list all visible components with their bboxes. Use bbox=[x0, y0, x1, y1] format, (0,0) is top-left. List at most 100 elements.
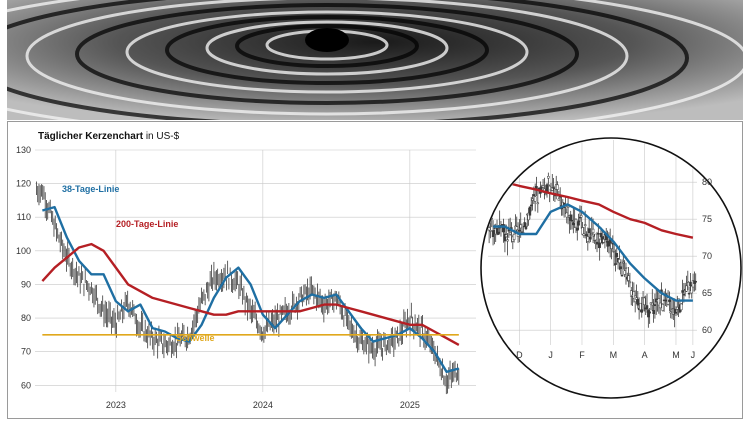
zoom-x-tick-label: J bbox=[691, 350, 696, 360]
zoom-x-tick-label: A bbox=[642, 350, 648, 360]
x-tick-label: 2023 bbox=[106, 400, 126, 410]
candle-group bbox=[36, 181, 460, 395]
y-tick-label: 100 bbox=[16, 246, 31, 256]
zoom-candle-body bbox=[504, 234, 508, 238]
zoom-candle-body bbox=[556, 184, 559, 190]
y-tick-label: 60 bbox=[21, 380, 31, 390]
zoom-candle-body bbox=[574, 218, 578, 228]
zoom-candle-body bbox=[686, 281, 690, 283]
zoom-candle-body bbox=[576, 227, 579, 231]
ma200-label: 200-Tage-Linie bbox=[116, 219, 178, 229]
zoom-candle-body bbox=[651, 302, 654, 306]
zoom-candle-body bbox=[532, 194, 536, 197]
zoom-candle-body bbox=[565, 212, 569, 218]
zoom-candle-body bbox=[612, 251, 616, 253]
zoom-candle-body bbox=[541, 185, 545, 188]
ma38-label: 38-Tage-Linie bbox=[62, 184, 119, 194]
zoom-plot bbox=[487, 140, 697, 345]
series-line-ma38 bbox=[42, 205, 460, 374]
zoom-y-tick-label: 70 bbox=[702, 251, 712, 261]
zoom-candle-body bbox=[508, 232, 512, 235]
zoom-candle-body bbox=[647, 310, 650, 318]
zoom-candle-body bbox=[523, 222, 526, 228]
zoom-candle-body bbox=[627, 275, 630, 281]
zoom-candle-body bbox=[668, 299, 671, 302]
zoom-x-tick-label: J bbox=[548, 350, 553, 360]
zoom-candle-body bbox=[618, 259, 621, 264]
chart-title: Täglicher Kerzenchart in US-$ bbox=[38, 131, 179, 142]
zoom-candle-body bbox=[652, 310, 655, 314]
x-tick-label: 2024 bbox=[253, 400, 273, 410]
y-tick-label: 120 bbox=[16, 179, 31, 189]
zoom-candle-body bbox=[662, 299, 666, 302]
zoom-candle-body bbox=[676, 306, 679, 310]
zoom-candle-body bbox=[552, 187, 555, 189]
zoom-y-tick-label: 75 bbox=[702, 214, 712, 224]
zoom-candle-body bbox=[577, 220, 580, 226]
zoom-candle-body bbox=[669, 311, 672, 314]
zoom-candle-body bbox=[615, 253, 619, 258]
zoom-candle-body bbox=[557, 198, 561, 201]
zoom-candle-body bbox=[661, 303, 665, 311]
zoom-candle-body bbox=[585, 234, 588, 236]
zoom-candle-body bbox=[491, 230, 495, 237]
zoom-candle-body bbox=[619, 266, 622, 270]
zoom-candle-body bbox=[497, 231, 500, 235]
zoom-candle-body bbox=[645, 305, 649, 310]
zoom-candle-body bbox=[583, 224, 587, 226]
zoom-candle-body bbox=[544, 193, 547, 196]
chart-title-unit: in US-$ bbox=[143, 131, 180, 142]
zoom-candle-body bbox=[487, 227, 491, 231]
zoom-candle-body bbox=[581, 227, 584, 235]
zoom-candle-body bbox=[579, 215, 583, 218]
zoom-candle-body bbox=[545, 184, 549, 192]
zoom-x-tick-label: F bbox=[579, 350, 585, 360]
zoom-candle-body bbox=[674, 312, 678, 314]
zoom-candle-body bbox=[531, 198, 534, 201]
zoom-candle-body bbox=[566, 205, 570, 208]
zoom-x-tick-label: M bbox=[610, 350, 618, 360]
zoom-candle-body bbox=[595, 241, 599, 245]
zoom-candle-body bbox=[628, 281, 632, 284]
zoom-candle-body bbox=[694, 281, 697, 283]
zoom-candle-body bbox=[636, 298, 640, 306]
zoom-candle-body bbox=[681, 290, 684, 293]
zoom-candle-body bbox=[591, 228, 595, 233]
zoom-y-tick-label: 65 bbox=[702, 288, 712, 298]
zoom-candle-body bbox=[510, 227, 513, 229]
chart-title-bold: Täglicher Kerzenchart bbox=[38, 131, 144, 142]
zoom-candle-body bbox=[506, 239, 509, 242]
zoom-candle-body bbox=[569, 214, 572, 221]
zoom-candle-body bbox=[653, 304, 657, 306]
zoom-candle-body bbox=[639, 302, 642, 311]
zoom-candle-body bbox=[597, 233, 600, 235]
y-tick-label: 110 bbox=[17, 212, 31, 222]
zoom-candle-body bbox=[519, 224, 522, 229]
y-tick-label: 90 bbox=[21, 279, 31, 289]
zoom-candle-body bbox=[518, 229, 521, 232]
zoom-x-tick-label: D bbox=[516, 350, 523, 360]
zoom-candle-body bbox=[687, 292, 691, 295]
zoom-candle-body bbox=[547, 176, 550, 179]
zoom-candle-body bbox=[594, 233, 597, 241]
zoom-series-line-ma200 bbox=[492, 177, 694, 239]
zoom-candle-body bbox=[528, 206, 532, 216]
zoom-candle-body bbox=[614, 263, 617, 265]
zoom-candle-body bbox=[533, 196, 537, 202]
zoom-candle-body bbox=[536, 202, 540, 205]
y-tick-label: 80 bbox=[21, 313, 31, 323]
zoom-candle-body bbox=[689, 281, 692, 287]
zoom-candle-body bbox=[590, 233, 594, 235]
zoom-candle-body bbox=[529, 204, 533, 207]
zoom-candle-body bbox=[489, 230, 492, 232]
zoom-y-tick-label: 60 bbox=[702, 325, 712, 335]
threshold-label: Schwelle bbox=[176, 333, 215, 343]
zoom-candle-body bbox=[587, 228, 591, 234]
zoom-candle-body bbox=[589, 236, 592, 240]
zoom-candle-body bbox=[624, 267, 628, 269]
zoom-candle-body bbox=[586, 236, 590, 242]
zoom-candle-body bbox=[570, 220, 574, 222]
zoom-candle-body bbox=[524, 226, 528, 230]
